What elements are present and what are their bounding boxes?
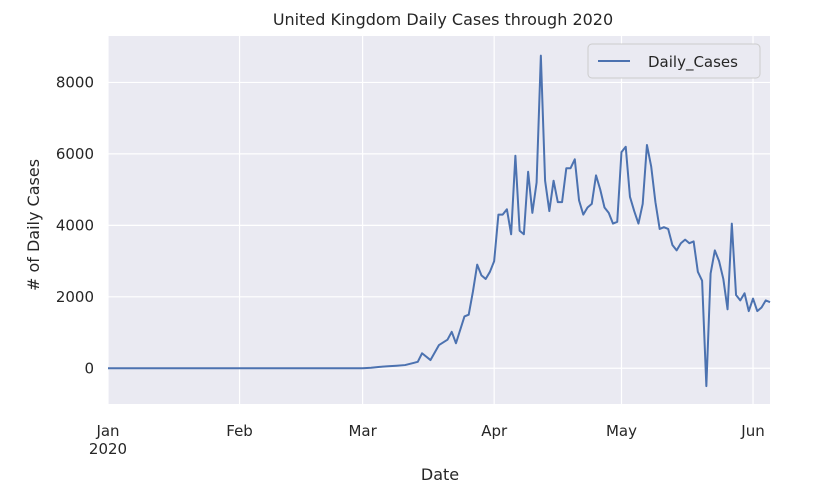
- x-tick-label: May: [606, 422, 637, 440]
- y-axis: 0 2000 4000 6000 8000: [56, 73, 94, 377]
- y-tick-label: 2000: [56, 288, 94, 306]
- y-tick-label: 4000: [56, 216, 94, 234]
- x-tick-label: Jan: [95, 422, 119, 440]
- plot-area: [108, 36, 770, 404]
- legend-box: [587, 43, 761, 79]
- x-tick-label: Feb: [226, 422, 253, 440]
- x-tick-label: Apr: [481, 422, 508, 440]
- x-axis-label: Date: [421, 465, 459, 484]
- chart-title: United Kingdom Daily Cases through 2020: [273, 10, 613, 29]
- x-tick-label: Mar: [348, 422, 377, 440]
- y-axis-label: # of Daily Cases: [24, 159, 43, 291]
- x-tick-sublabel: 2020: [89, 440, 127, 458]
- x-tick-label: Jun: [740, 422, 764, 440]
- y-tick-label: 6000: [56, 145, 94, 163]
- legend: Daily_Cases: [587, 43, 761, 79]
- series-group: [108, 54, 771, 388]
- y-tick-label: 0: [84, 359, 94, 377]
- legend-label: Daily_Cases: [648, 53, 738, 72]
- grid: [107, 36, 770, 404]
- y-tick-label: 8000: [56, 73, 94, 91]
- series-line: [108, 54, 771, 388]
